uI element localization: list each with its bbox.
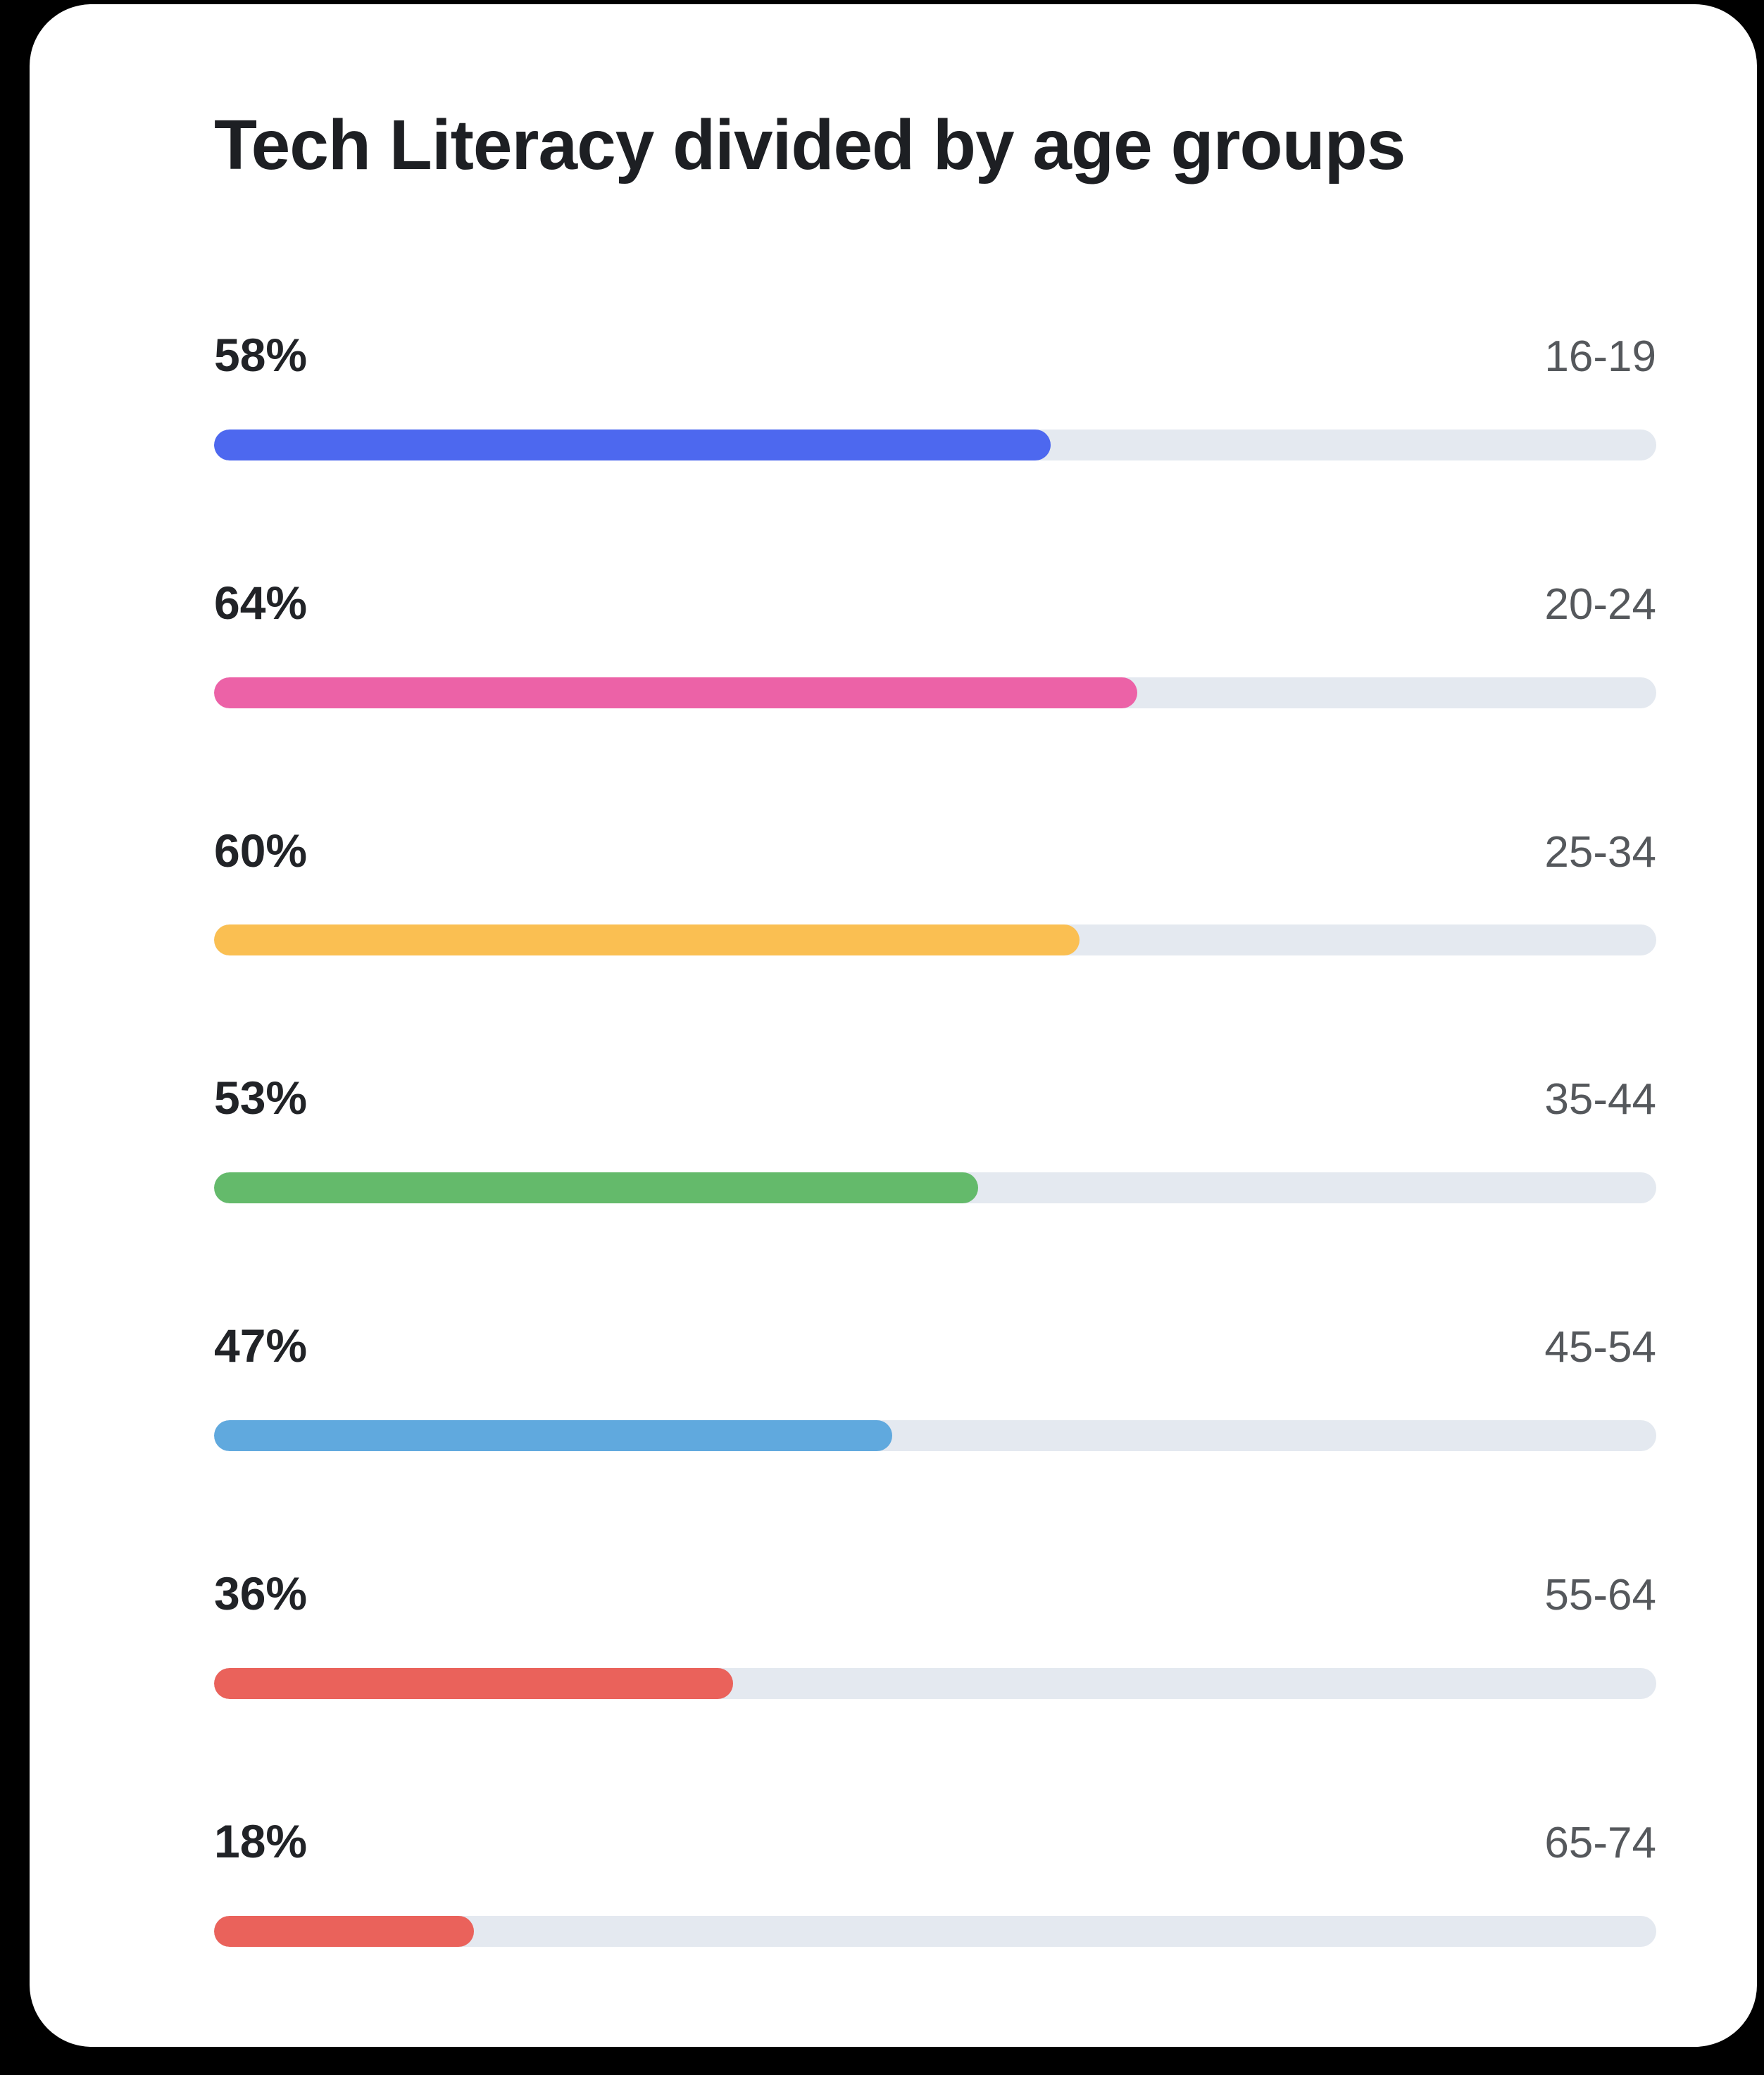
progress-bar-track [214,1667,1656,1699]
age-group-label: 45-54 [1544,1323,1656,1372]
age-group-label: 20-24 [1544,579,1656,629]
age-group-label: 55-64 [1544,1570,1656,1619]
bar-row: 64% 20-24 [214,573,1656,708]
bar-row-labels: 64% 20-24 [214,573,1656,634]
bar-row: 18% 65-74 [214,1812,1656,1947]
bar-row-labels: 47% 45-54 [214,1316,1656,1377]
chart-title: Tech Literacy divided by age groups [214,106,1406,184]
bar-row: 47% 45-54 [214,1316,1656,1451]
progress-bar-track [214,924,1656,956]
percent-value-label: 60% [214,824,308,877]
bar-row-labels: 18% 65-74 [214,1812,1656,1872]
bar-row: 53% 35-44 [214,1068,1656,1204]
progress-bar-track [214,429,1656,460]
age-group-label: 16-19 [1544,332,1656,381]
percent-value-label: 64% [214,576,308,629]
progress-bar-fill [214,1667,734,1699]
progress-bar-fill [214,1419,892,1451]
percent-value-label: 53% [214,1072,308,1124]
progress-bar-track [214,1419,1656,1451]
progress-bar-fill [214,1172,979,1204]
age-group-label: 25-34 [1544,827,1656,877]
progress-bar-track [214,677,1656,708]
bar-row-labels: 60% 25-34 [214,821,1656,882]
bar-row: 58% 16-19 [214,325,1656,460]
chart-card: Tech Literacy divided by age groups 58% … [30,4,1757,2047]
progress-bar-track [214,1172,1656,1204]
bar-rows-container: 58% 16-19 64% 20-24 60% 25-34 53% 35-44 [214,325,1656,1947]
bar-row-labels: 36% 55-64 [214,1564,1656,1624]
bar-row-labels: 58% 16-19 [214,325,1656,386]
age-group-label: 65-74 [1544,1818,1656,1867]
percent-value-label: 58% [214,329,308,381]
progress-bar-fill [214,429,1051,460]
bar-row: 60% 25-34 [214,821,1656,956]
bar-row-labels: 53% 35-44 [214,1068,1656,1129]
bar-row: 36% 55-64 [214,1564,1656,1699]
percent-value-label: 36% [214,1567,308,1619]
percent-value-label: 47% [214,1319,308,1372]
percent-value-label: 18% [214,1814,308,1867]
age-group-label: 35-44 [1544,1075,1656,1124]
progress-bar-fill [214,1915,474,1947]
progress-bar-fill [214,924,1080,956]
progress-bar-track [214,1915,1656,1947]
progress-bar-fill [214,677,1137,708]
